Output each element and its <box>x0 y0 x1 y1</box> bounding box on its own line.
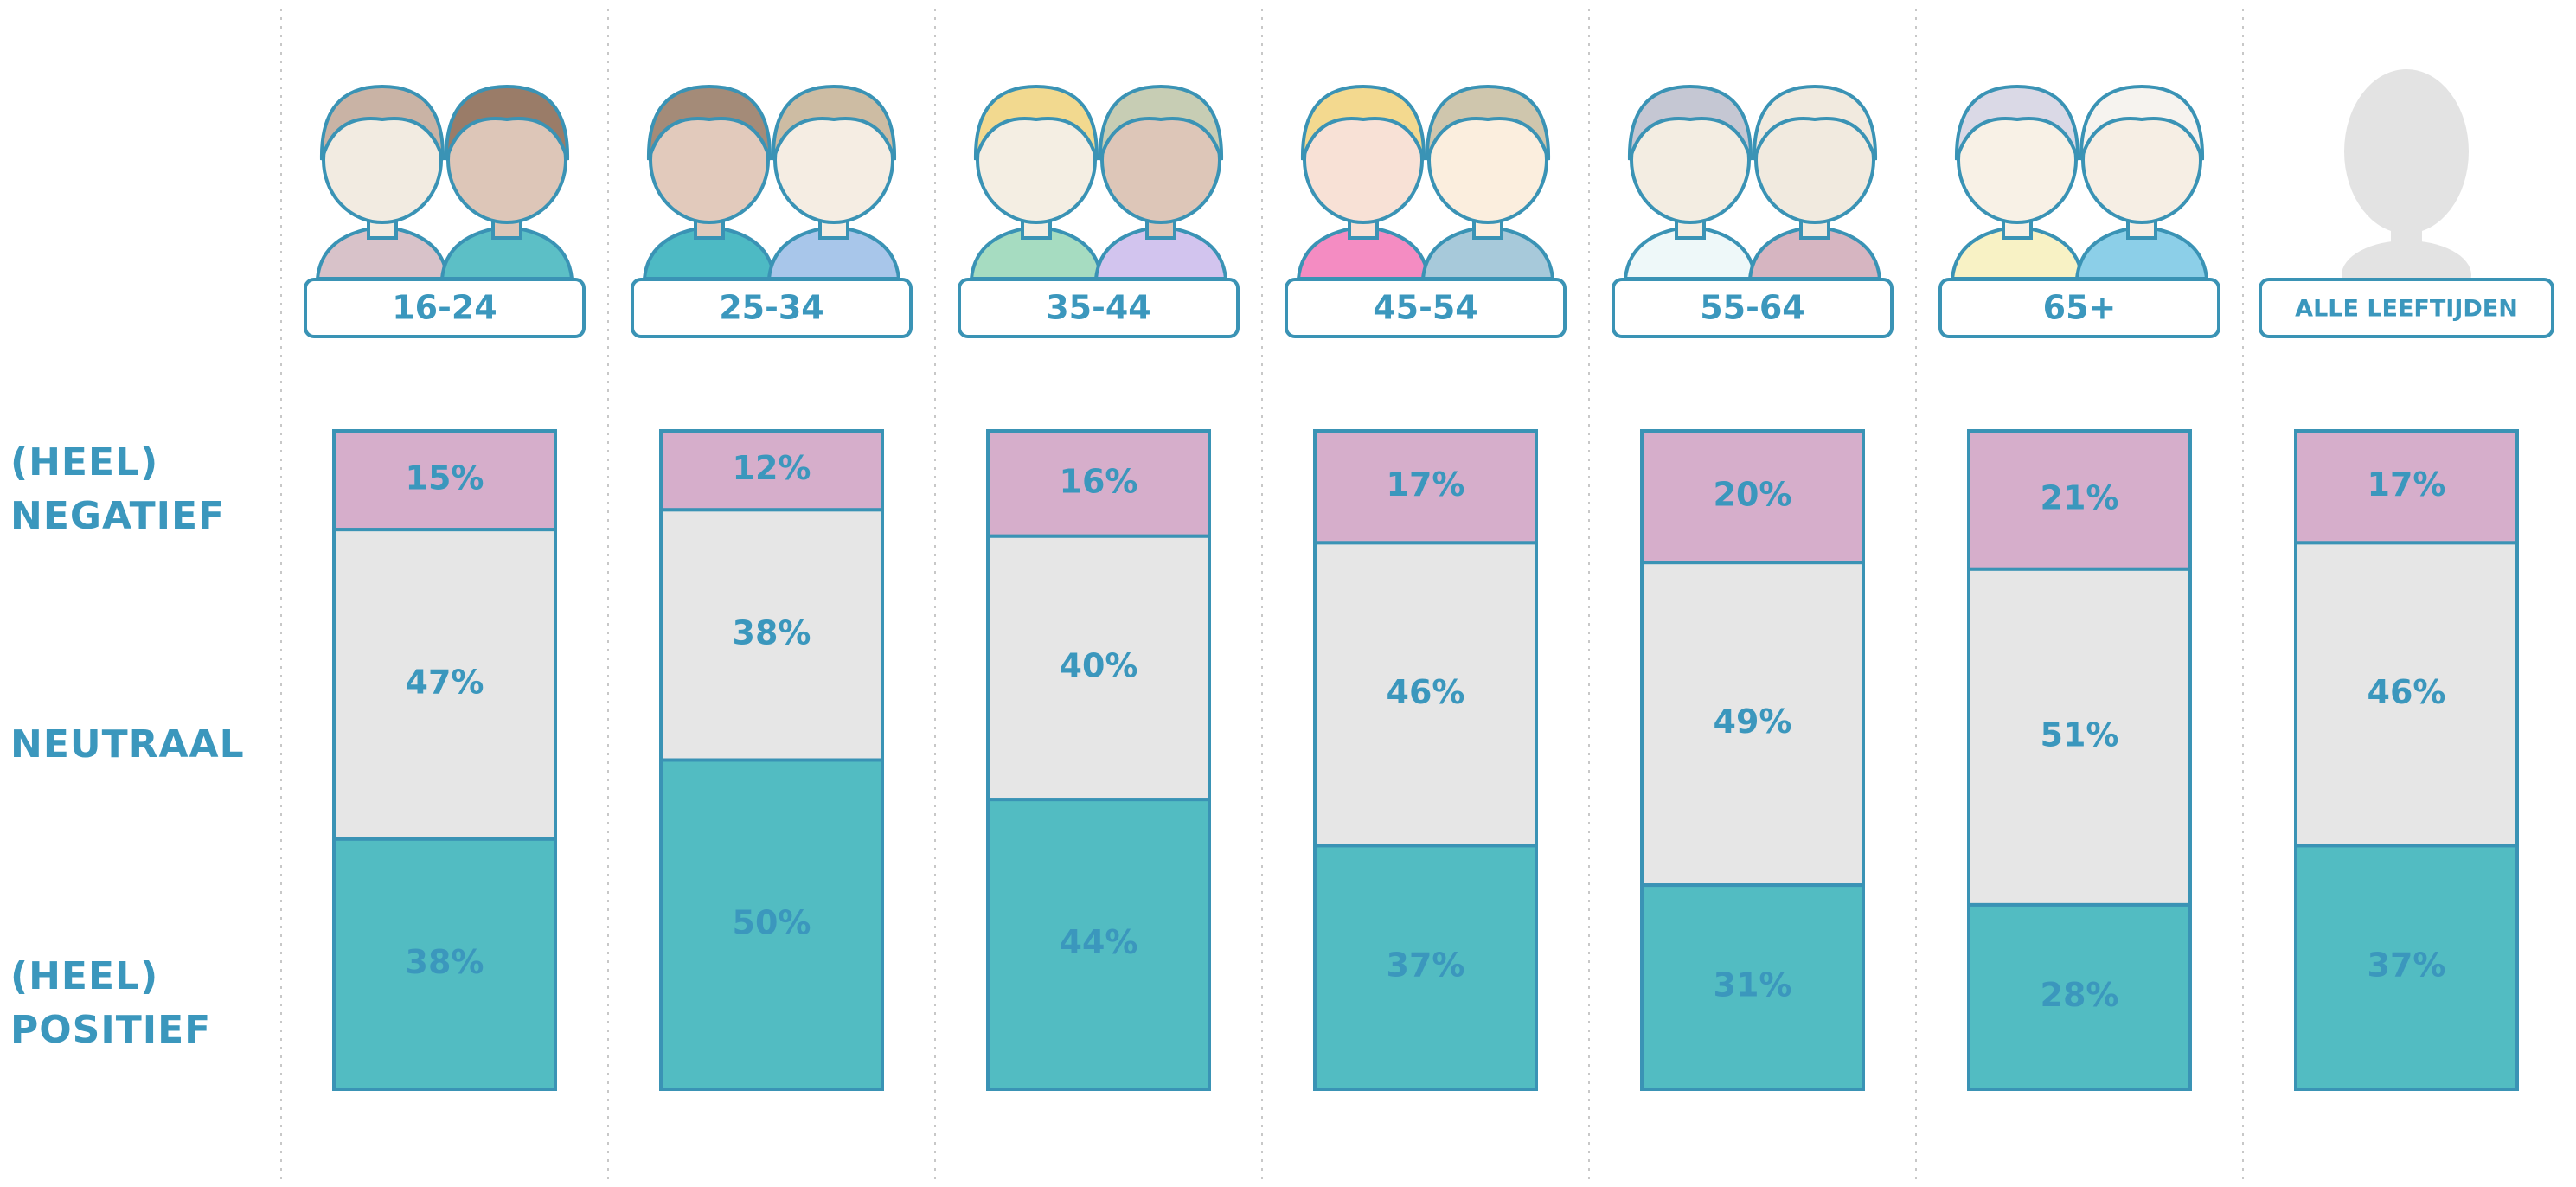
value-label: 40% <box>1060 646 1138 684</box>
value-label: 28% <box>2041 976 2119 1014</box>
category-label: ALLE LEEFTIJDEN <box>2295 296 2518 323</box>
value-label: 21% <box>2041 478 2119 517</box>
legend-label: (HEEL) POSITIEF <box>10 950 227 1057</box>
value-label: 49% <box>1714 703 1792 741</box>
value-label: 15% <box>406 459 484 497</box>
chart: 16-24 25-34 35-44 45-54 55-64 65+ ALLE LEEFTIJ… <box>0 0 2576 1187</box>
category-label: 16-24 <box>392 289 497 327</box>
value-label: 38% <box>406 943 484 981</box>
value-label: 20% <box>1714 476 1792 514</box>
value-label: 46% <box>2368 673 2446 711</box>
avatar <box>2344 69 2469 234</box>
value-label: 46% <box>1387 673 1465 711</box>
avatar <box>2391 216 2422 260</box>
value-label: 16% <box>1060 462 1138 500</box>
category-label: 35-44 <box>1046 289 1151 327</box>
value-label: 38% <box>733 613 811 651</box>
value-label: 17% <box>1387 465 1465 504</box>
value-label: 37% <box>1387 946 1465 985</box>
category-label: 55-64 <box>1700 289 1805 327</box>
value-label: 12% <box>733 449 811 487</box>
value-label: 50% <box>733 903 811 941</box>
category-label: 65+ <box>2043 289 2117 327</box>
value-label: 17% <box>2368 465 2446 504</box>
category-label: 45-54 <box>1373 289 1478 327</box>
value-label: 51% <box>2041 715 2119 754</box>
page: {"chart_data": {"type": "stacked-bar", "… <box>0 0 2576 1187</box>
category-label: 25-34 <box>719 289 824 327</box>
value-label: 31% <box>1714 966 1792 1004</box>
legend-label: NEUTRAAL <box>10 718 227 772</box>
legend-label: (HEEL) NEGATIEF <box>10 436 227 543</box>
value-label: 44% <box>1060 923 1138 961</box>
value-label: 47% <box>406 663 484 701</box>
value-label: 37% <box>2368 946 2446 985</box>
